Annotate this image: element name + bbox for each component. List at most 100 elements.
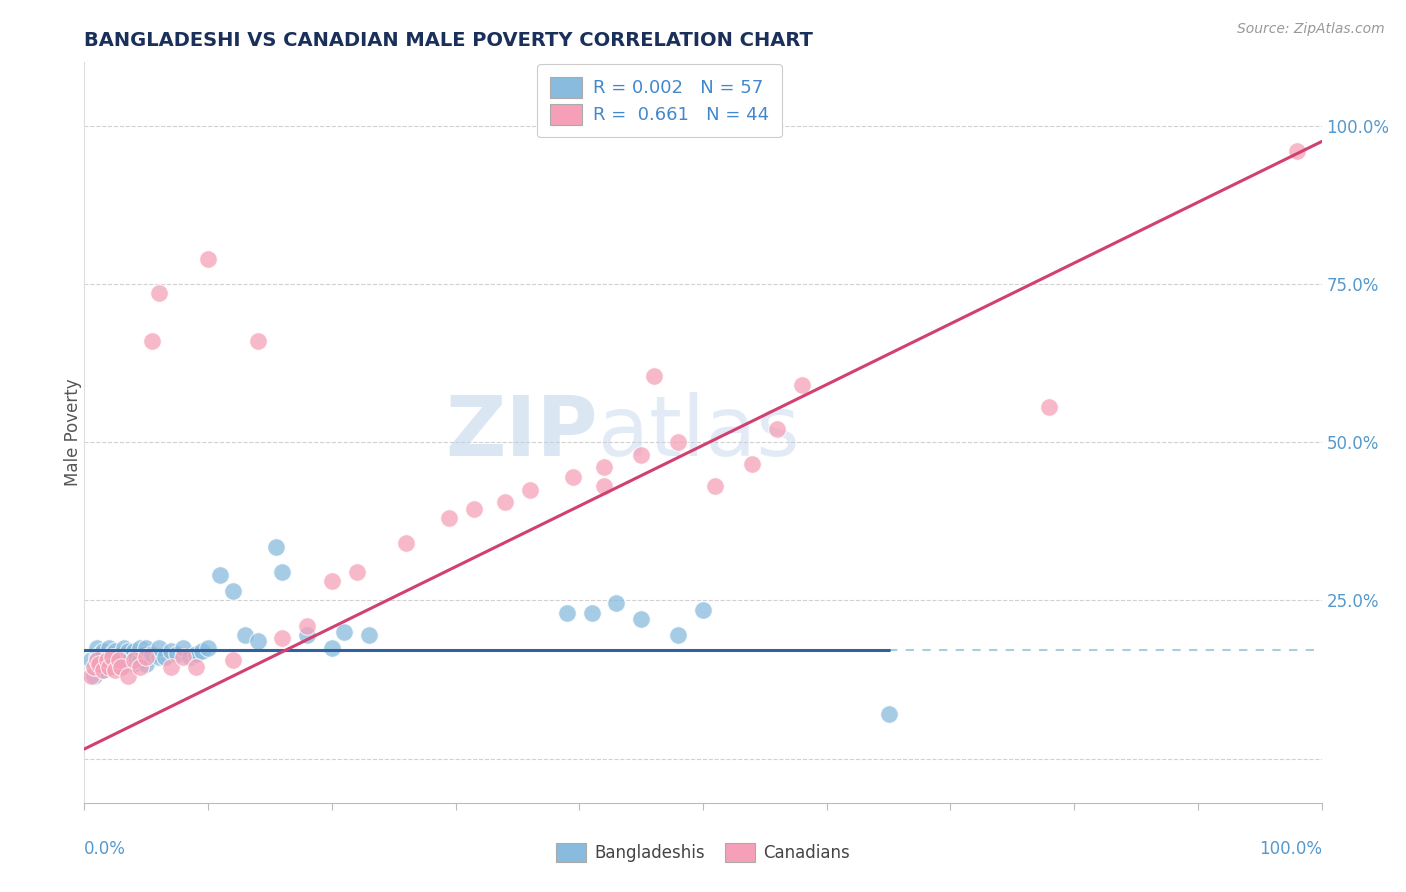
Point (153, 650, 176, 665)
Point (166, 647, 188, 661)
Point (630, 612, 652, 626)
Point (129, 659, 152, 673)
Point (96, 653, 118, 667)
Point (110, 659, 132, 673)
Y-axis label: Male Poverty: Male Poverty (65, 379, 82, 486)
Point (110, 647, 132, 661)
Point (86, 640, 108, 655)
Point (692, 603, 714, 617)
Point (877, 707, 900, 722)
Point (98, 650, 121, 665)
Point (120, 650, 142, 665)
Point (160, 644, 183, 658)
Point (197, 640, 219, 655)
Point (104, 657, 127, 671)
Point (135, 657, 157, 671)
Point (184, 647, 207, 661)
Point (222, 583, 245, 598)
Point (160, 659, 183, 673)
Point (86, 650, 108, 665)
Point (91, 644, 114, 658)
Text: BANGLADESHI VS CANADIAN MALE POVERTY CORRELATION CHART: BANGLADESHI VS CANADIAN MALE POVERTY COR… (84, 30, 813, 50)
Point (108, 653, 131, 667)
Point (766, 422, 789, 436)
Point (179, 650, 201, 665)
Point (125, 650, 148, 665)
Point (463, 501, 485, 516)
Point (89, 659, 111, 673)
Point (117, 669, 139, 683)
Point (555, 606, 578, 620)
Point (271, 565, 294, 579)
Point (117, 653, 139, 667)
Point (104, 663, 127, 677)
Point (100, 650, 122, 665)
Point (89, 647, 111, 661)
Point (110, 659, 132, 673)
Point (172, 650, 194, 665)
Point (135, 640, 157, 655)
Point (132, 647, 155, 661)
Point (630, 448, 652, 462)
Point (222, 653, 245, 667)
Point (333, 624, 356, 639)
Point (135, 650, 157, 665)
Point (581, 606, 603, 620)
Point (643, 368, 665, 383)
Point (741, 457, 763, 471)
Point (593, 479, 616, 493)
Point (395, 536, 418, 550)
Point (494, 495, 516, 509)
Point (98, 640, 121, 655)
Point (246, 634, 269, 648)
Point (197, 252, 219, 266)
Point (295, 618, 318, 632)
Point (148, 640, 170, 655)
Point (346, 565, 368, 579)
Text: atlas: atlas (598, 392, 800, 473)
Text: 0.0%: 0.0% (84, 840, 127, 858)
Point (666, 435, 689, 450)
Point (321, 574, 343, 589)
Point (321, 640, 343, 655)
Point (184, 659, 207, 673)
Text: ZIP: ZIP (446, 392, 598, 473)
Point (122, 653, 145, 667)
Text: 100.0%: 100.0% (1258, 840, 1322, 858)
Point (83, 669, 105, 683)
Point (122, 657, 145, 671)
Point (148, 286, 170, 301)
Point (91, 663, 114, 677)
Text: Source: ZipAtlas.com: Source: ZipAtlas.com (1237, 22, 1385, 37)
Point (246, 334, 269, 348)
Point (191, 644, 214, 658)
Point (357, 628, 380, 642)
Point (79, 669, 101, 683)
Point (271, 632, 294, 646)
Point (86, 653, 108, 667)
Point (89, 657, 111, 671)
Point (104, 644, 127, 658)
Point (233, 628, 256, 642)
Point (172, 640, 194, 655)
Point (439, 511, 461, 525)
Point (264, 540, 287, 554)
Point (79, 653, 101, 667)
Point (148, 650, 170, 665)
Point (141, 647, 163, 661)
Point (108, 653, 131, 667)
Point (91, 663, 114, 677)
Point (129, 653, 152, 667)
Point (790, 378, 813, 392)
Point (98, 659, 121, 673)
Point (704, 479, 727, 493)
Point (562, 470, 585, 484)
Legend: Bangladeshis, Canadians: Bangladeshis, Canadians (550, 836, 856, 869)
Point (1285, 144, 1308, 158)
Point (295, 628, 318, 642)
Point (100, 647, 122, 661)
Point (141, 334, 163, 348)
Point (117, 644, 139, 658)
Point (112, 640, 135, 655)
Point (129, 640, 152, 655)
